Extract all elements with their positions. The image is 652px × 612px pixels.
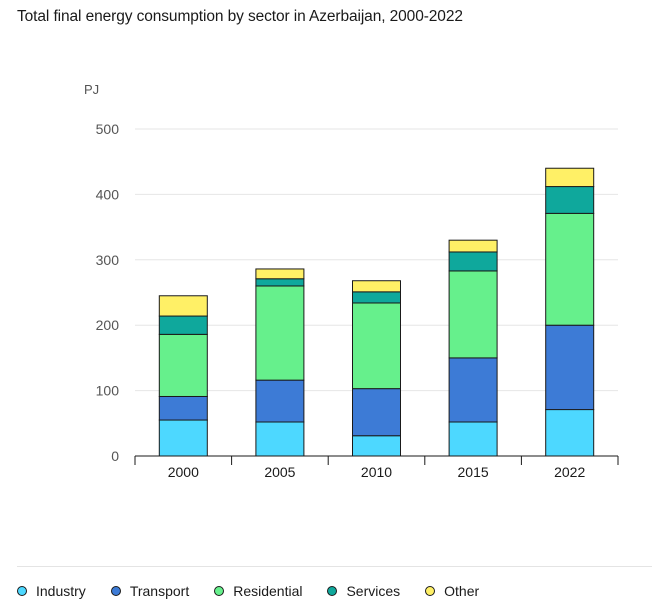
legend-label: Industry bbox=[36, 583, 86, 599]
legend-swatch bbox=[327, 586, 338, 596]
bar-segment-transport-2015 bbox=[448, 357, 498, 423]
bar-segment-other-2015 bbox=[448, 239, 498, 253]
bar-segment-residential-2010 bbox=[352, 302, 401, 390]
bar-segment-transport-2022 bbox=[545, 324, 595, 411]
bar-segment-industry-2010 bbox=[352, 435, 401, 457]
chart-title: Total final energy consumption by sector… bbox=[17, 8, 463, 25]
bar-segment-residential-2015 bbox=[448, 270, 498, 359]
y-tick-label: 300 bbox=[96, 252, 120, 268]
legend-item-transport: Transport bbox=[110, 583, 190, 599]
legend-label: Transport bbox=[129, 583, 190, 599]
legend-divider bbox=[17, 566, 652, 567]
bar-segment-services-2005 bbox=[255, 278, 305, 287]
legend-swatch bbox=[17, 586, 27, 596]
legend-item-residential: Residential bbox=[214, 583, 302, 599]
bar-segment-other-2010 bbox=[352, 280, 401, 293]
legend-item-industry: Industry bbox=[17, 583, 86, 599]
bar-segment-transport-2005 bbox=[255, 379, 305, 423]
bar-segment-industry-2000 bbox=[158, 419, 208, 457]
bar-segment-services-2010 bbox=[352, 291, 401, 304]
y-axis-ticks: 0 100 200 300 400 500 bbox=[96, 121, 120, 464]
x-tick-label: 2022 bbox=[554, 464, 585, 480]
y-tick-label: 400 bbox=[96, 186, 120, 202]
bar-segment-residential-2022 bbox=[545, 212, 595, 326]
bar-segment-other-2005 bbox=[255, 268, 305, 280]
y-tick-label: 0 bbox=[111, 448, 119, 464]
x-axis: 2000 2005 2010 2015 2022 bbox=[134, 455, 619, 480]
legend-swatch bbox=[425, 586, 436, 596]
bar-segment-residential-2005 bbox=[255, 285, 305, 381]
x-tick-label: 2005 bbox=[264, 464, 295, 480]
bar-segment-services-2015 bbox=[448, 251, 498, 272]
bars bbox=[158, 167, 595, 457]
y-tick-label: 100 bbox=[96, 383, 120, 399]
legend: Industry Transport Residential Services Othe… bbox=[17, 583, 504, 599]
bar-segment-transport-2010 bbox=[352, 388, 401, 437]
bar-segment-services-2022 bbox=[545, 186, 595, 214]
legend-item-other: Other bbox=[425, 583, 479, 599]
legend-label: Other bbox=[444, 583, 480, 599]
bar-segment-residential-2000 bbox=[158, 333, 208, 397]
bar-segment-services-2000 bbox=[158, 315, 208, 335]
bar-segment-other-2000 bbox=[158, 295, 208, 317]
x-tick-label: 2000 bbox=[168, 464, 199, 480]
legend-label: Residential bbox=[233, 583, 303, 599]
bar-segment-other-2022 bbox=[545, 167, 595, 188]
y-tick-label: 200 bbox=[96, 317, 120, 333]
bar-segment-transport-2000 bbox=[158, 395, 208, 421]
legend-swatch bbox=[214, 586, 225, 596]
bar-segment-industry-2015 bbox=[448, 421, 498, 457]
x-tick-label: 2010 bbox=[361, 464, 392, 480]
bar-segment-industry-2005 bbox=[255, 421, 305, 457]
legend-label: Services bbox=[346, 583, 401, 599]
stacked-bar-chart: PJ 0 100 200 300 400 500 2000 2005 2010 2015 2022 bbox=[84, 82, 619, 480]
y-axis-label: PJ bbox=[84, 82, 99, 97]
x-tick-label: 2015 bbox=[458, 464, 489, 480]
y-tick-label: 500 bbox=[96, 121, 120, 137]
legend-item-services: Services bbox=[327, 583, 400, 599]
bar-segment-industry-2022 bbox=[545, 409, 595, 457]
legend-swatch bbox=[110, 586, 121, 596]
